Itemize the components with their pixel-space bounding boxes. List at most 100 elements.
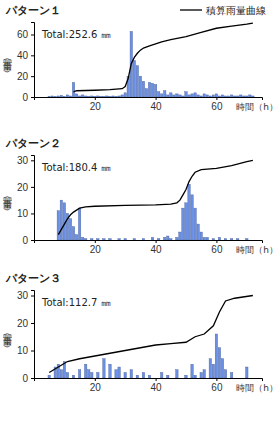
- legend-swatch: [180, 9, 202, 10]
- bar: [124, 93, 126, 97]
- x-axis: 204060: [35, 378, 263, 393]
- bar: [233, 96, 235, 97]
- bar: [139, 76, 141, 97]
- y-tick: 60: [17, 29, 34, 40]
- x-tick-mark: [156, 378, 157, 381]
- y-axis-title: 雨量（㎜）: [3, 330, 13, 348]
- bar: [148, 375, 150, 378]
- y-axis-line: [31, 23, 35, 98]
- x-axis-title: 時間（h）: [236, 383, 278, 393]
- bar: [164, 237, 166, 240]
- bar: [57, 96, 59, 97]
- bar: [109, 364, 111, 378]
- y-axis-line: [31, 291, 35, 379]
- x-tick-label: 20: [90, 101, 102, 112]
- bar: [224, 370, 226, 378]
- bar: [142, 373, 144, 379]
- bar: [188, 95, 190, 97]
- y-axis-title: 雨量（㎜）: [3, 55, 13, 73]
- bar: [112, 96, 114, 97]
- y-tick: 30: [17, 290, 34, 301]
- bar: [173, 95, 175, 97]
- bar: [224, 96, 226, 97]
- y-axis-line: [31, 156, 35, 241]
- bar: [194, 375, 196, 378]
- bar: [194, 208, 196, 240]
- bar: [118, 239, 120, 240]
- bar: [78, 370, 80, 378]
- y-tick: 10: [17, 208, 34, 219]
- y-tick: 0: [22, 373, 34, 384]
- bar: [60, 200, 62, 240]
- bar: [252, 96, 254, 97]
- bar: [81, 237, 83, 240]
- bar: [60, 95, 62, 97]
- bar: [236, 96, 238, 97]
- bar: [91, 96, 93, 97]
- x-axis: 20 40 60: [35, 97, 263, 112]
- bar: [206, 237, 208, 240]
- bar: [200, 232, 202, 240]
- y-tick-label: 0: [22, 373, 28, 384]
- bar: [224, 239, 226, 240]
- bar: [191, 195, 193, 240]
- x-tick: 40: [151, 97, 163, 112]
- bar: [91, 239, 93, 240]
- x-tick-label: 60: [211, 244, 223, 255]
- x-tick: 40: [151, 378, 163, 393]
- bar: [249, 95, 251, 97]
- bar: [115, 96, 117, 97]
- bar: [124, 239, 126, 240]
- bar: [179, 95, 181, 97]
- bar: [118, 367, 120, 378]
- bar: [63, 96, 65, 97]
- y-tick-mark: [31, 378, 34, 379]
- y-tick: 10: [17, 345, 34, 356]
- panel: 2040600102030パターン２Total:180.4 ㎜時間（h）雨量（㎜…: [3, 137, 278, 255]
- bar: [54, 96, 56, 97]
- bar: [97, 239, 99, 240]
- bar: [236, 239, 238, 240]
- x-tick: 20: [90, 378, 102, 393]
- bar: [246, 239, 248, 240]
- bar: [215, 94, 217, 97]
- y-tick-label: 30: [17, 155, 29, 166]
- y-tick-mark: [31, 97, 34, 98]
- x-axis-title: 時間（h）: [236, 102, 278, 112]
- bar: [230, 95, 232, 97]
- y-tick-mark: [31, 296, 34, 297]
- bar: [88, 370, 90, 378]
- bar: [212, 239, 214, 240]
- bar: [191, 94, 193, 97]
- y-tick: 40: [17, 50, 34, 61]
- bar: [188, 184, 190, 240]
- bar: [215, 334, 217, 378]
- bar: [136, 66, 138, 97]
- bar: [203, 94, 205, 97]
- y-axis: 0102030: [17, 155, 35, 246]
- chart-root: 2040600204060パターン１Total:252.6 ㎜時間（h）雨量（㎜…: [0, 0, 280, 423]
- bar: [221, 359, 223, 378]
- bar: [151, 83, 153, 97]
- y-tick-mark: [31, 213, 34, 214]
- y-tick-label: 0: [22, 92, 28, 103]
- bar: [51, 96, 53, 97]
- x-tick-mark: [156, 97, 157, 100]
- panel-title: パターン１: [5, 4, 61, 17]
- bar: [48, 96, 50, 97]
- x-tick-label: 20: [90, 382, 102, 393]
- bar: [109, 239, 111, 240]
- bar: [124, 373, 126, 379]
- bar: [230, 239, 232, 240]
- bar: [218, 348, 220, 378]
- x-tick: 60: [211, 97, 223, 112]
- x-tick-mark: [216, 240, 217, 243]
- x-tick-mark: [156, 240, 157, 243]
- bar: [179, 232, 181, 240]
- x-tick-label: 20: [90, 244, 102, 255]
- bar: [75, 94, 77, 97]
- bar: [197, 95, 199, 97]
- bar: [91, 373, 93, 379]
- bar: [212, 364, 214, 378]
- bar: [72, 375, 74, 378]
